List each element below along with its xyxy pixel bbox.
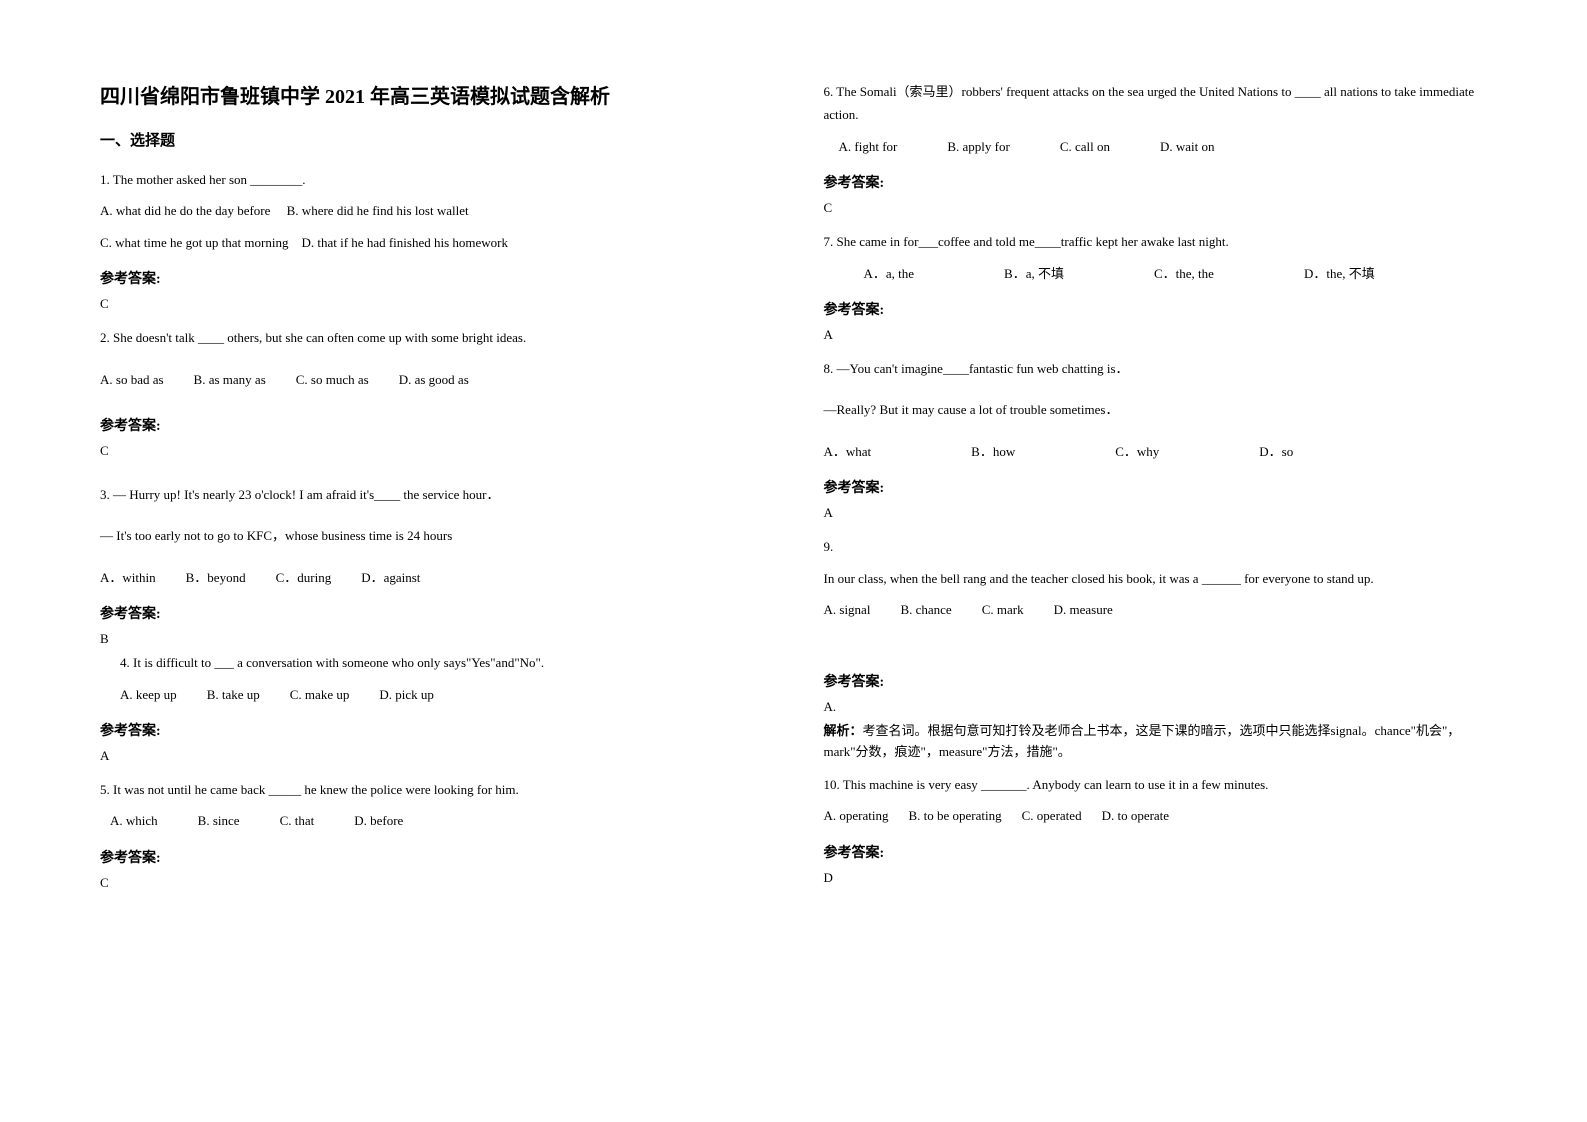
- q7-text: 7. She came in for___coffee and told me_…: [824, 230, 1488, 253]
- q4-options: A. keep up B. take up C. make up D. pick…: [100, 683, 764, 706]
- q1-optC: C. what time he got up that morning: [100, 235, 288, 250]
- q8-answer-label: 参考答案:: [824, 477, 1488, 497]
- q4-text: 4. It is difficult to ___ a conversation…: [100, 651, 764, 674]
- q5-optD: D. before: [354, 809, 403, 832]
- q1-answer-label: 参考答案:: [100, 268, 764, 288]
- q3-optD: D．against: [361, 566, 420, 589]
- left-column: 四川省绵阳市鲁班镇中学 2021 年高三英语模拟试题含解析 一、选择题 1. T…: [100, 80, 764, 1082]
- q10-text: 10. This machine is very easy _______. A…: [824, 773, 1488, 796]
- q10-answer: D: [824, 870, 1488, 886]
- q3-optB: B．beyond: [186, 566, 246, 589]
- q3-optC: C．during: [276, 566, 332, 589]
- q3-answer-label: 参考答案:: [100, 603, 764, 623]
- q5-answer-label: 参考答案:: [100, 847, 764, 867]
- q9-explanation-text: 考查名词。根据句意可知打铃及老师合上书本，这是下课的暗示，选项中只能选择sign…: [824, 723, 1461, 759]
- q3-options: A．within B．beyond C．during D．against: [100, 566, 764, 589]
- q2-answer-label: 参考答案:: [100, 415, 764, 435]
- q9-optC: C. mark: [982, 598, 1024, 621]
- q8-optA: A．what: [824, 440, 872, 463]
- q6-text: 6. The Somali（索马里）robbers' frequent atta…: [824, 80, 1488, 127]
- q8-options: A．what B．how C．why D．so: [824, 440, 1488, 463]
- q6-answer: C: [824, 200, 1488, 216]
- q1-optB: B. where did he find his lost wallet: [287, 203, 469, 218]
- q10-optC: C. operated: [1022, 804, 1082, 827]
- q5-text: 5. It was not until he came back _____ h…: [100, 778, 764, 801]
- q7-optA: A．a, the: [864, 262, 915, 285]
- q4-answer: A: [100, 748, 764, 764]
- right-column: 6. The Somali（索马里）robbers' frequent atta…: [824, 80, 1488, 1082]
- q5-optB: B. since: [198, 809, 240, 832]
- q8-text1: 8. —You can't imagine____fantastic fun w…: [824, 357, 1488, 380]
- q8-optD: D．so: [1259, 440, 1293, 463]
- q3-optA: A．within: [100, 566, 156, 589]
- q2-optB: B. as many as: [194, 368, 266, 391]
- q7-answer-label: 参考答案:: [824, 299, 1488, 319]
- q1-options-row2: C. what time he got up that morning D. t…: [100, 231, 764, 254]
- q8-text2: —Really? But it may cause a lot of troub…: [824, 398, 1488, 421]
- q4-optB: B. take up: [207, 683, 260, 706]
- q9-num: 9.: [824, 535, 1488, 558]
- q10-options: A. operating B. to be operating C. opera…: [824, 804, 1488, 827]
- q2-options: A. so bad as B. as many as C. so much as…: [100, 368, 764, 391]
- q4-optC: C. make up: [290, 683, 350, 706]
- q3-text2: — It's too early not to go to KFC，whose …: [100, 524, 764, 547]
- q6-options: A. fight for B. apply for C. call on D. …: [824, 135, 1488, 158]
- q2-optC: C. so much as: [296, 368, 369, 391]
- q7-optB: B．a, 不填: [1004, 262, 1064, 285]
- q2-answer: C: [100, 443, 764, 459]
- q4-optD: D. pick up: [379, 683, 434, 706]
- q1-optA: A. what did he do the day before: [100, 203, 270, 218]
- q3-text1: 3. — Hurry up! It's nearly 23 o'clock! I…: [100, 483, 764, 506]
- q10-optB: B. to be operating: [908, 804, 1001, 827]
- q1-optD: D. that if he had finished his homework: [301, 235, 508, 250]
- q5-optA: A. which: [110, 809, 158, 832]
- q1-answer: C: [100, 296, 764, 312]
- q5-answer: C: [100, 875, 764, 891]
- q7-optC: C．the, the: [1154, 262, 1214, 285]
- q9-optA: A. signal: [824, 598, 871, 621]
- q10-optA: A. operating: [824, 804, 889, 827]
- q1-text: 1. The mother asked her son ________.: [100, 168, 764, 191]
- q4-optA: A. keep up: [120, 683, 177, 706]
- q2-optD: D. as good as: [399, 368, 469, 391]
- q3-answer: B: [100, 631, 764, 647]
- q7-optD: D．the, 不填: [1304, 262, 1375, 285]
- q9-answer-label: 参考答案:: [824, 671, 1488, 691]
- q5-optC: C. that: [280, 809, 315, 832]
- q10-optD: D. to operate: [1102, 804, 1170, 827]
- q8-answer: A: [824, 505, 1488, 521]
- q7-options: A．a, the B．a, 不填 C．the, the D．the, 不填: [824, 262, 1488, 285]
- q9-text: In our class, when the bell rang and the…: [824, 567, 1488, 590]
- q6-optC: C. call on: [1060, 135, 1110, 158]
- q10-answer-label: 参考答案:: [824, 842, 1488, 862]
- q6-answer-label: 参考答案:: [824, 172, 1488, 192]
- q7-answer: A: [824, 327, 1488, 343]
- q1-options-row1: A. what did he do the day before B. wher…: [100, 199, 764, 222]
- q6-optA: A. fight for: [839, 135, 898, 158]
- q5-options: A. which B. since C. that D. before: [100, 809, 764, 832]
- q6-optD: D. wait on: [1160, 135, 1215, 158]
- q2-optA: A. so bad as: [100, 368, 164, 391]
- q9-optD: D. measure: [1054, 598, 1113, 621]
- document-title: 四川省绵阳市鲁班镇中学 2021 年高三英语模拟试题含解析: [100, 80, 764, 109]
- q8-optB: B．how: [971, 440, 1015, 463]
- q8-optC: C．why: [1115, 440, 1159, 463]
- q9-explanation: 解析：考查名词。根据句意可知打铃及老师合上书本，这是下课的暗示，选项中只能选择s…: [824, 721, 1488, 763]
- q6-optB: B. apply for: [947, 135, 1009, 158]
- q9-options: A. signal B. chance C. mark D. measure: [824, 598, 1488, 621]
- q4-answer-label: 参考答案:: [100, 720, 764, 740]
- q9-answer: A.: [824, 699, 1488, 715]
- q9-optB: B. chance: [900, 598, 951, 621]
- q2-text: 2. She doesn't talk ____ others, but she…: [100, 326, 764, 349]
- section-header: 一、选择题: [100, 129, 764, 150]
